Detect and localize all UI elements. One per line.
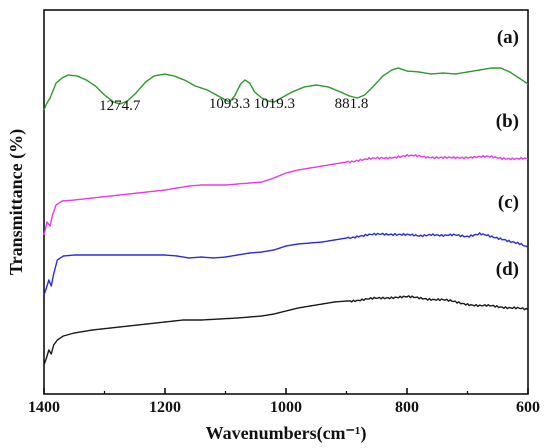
plot-frame — [43, 9, 529, 395]
annotation-layer: 1274.7 1093.3 1019.3 881.8 — [99, 96, 368, 114]
series-line-2 — [43, 153, 529, 236]
series-label: (b) — [496, 111, 519, 132]
x-tick-label: 1200 — [149, 399, 181, 416]
peak-annotation: 1274.7 — [99, 98, 141, 114]
series-label: (a) — [497, 27, 519, 48]
series-layer — [43, 67, 529, 366]
x-axis: 1400 1200 1000 800 600 — [28, 388, 540, 416]
x-tick-label: 800 — [395, 399, 419, 416]
x-axis-title: Wavenumbers(cm⁻¹) — [206, 423, 367, 444]
series-line-3 — [43, 232, 529, 296]
series-line-4 — [43, 295, 529, 366]
peak-annotation: 1019.3 — [254, 96, 295, 112]
plot-area — [43, 9, 529, 395]
series-label-layer: (a) (b) (c) (d) — [496, 27, 519, 280]
peak-annotation: 881.8 — [335, 96, 369, 112]
y-axis-title: Transmittance (%) — [6, 129, 27, 275]
x-tick-label: 1000 — [270, 399, 302, 416]
series-label: (d) — [496, 259, 519, 280]
series-label: (c) — [498, 192, 519, 213]
series-line-1 — [43, 67, 529, 111]
x-tick-label: 600 — [516, 399, 540, 416]
x-tick-label: 1400 — [28, 399, 60, 416]
peak-annotation: 1093.3 — [209, 96, 250, 112]
